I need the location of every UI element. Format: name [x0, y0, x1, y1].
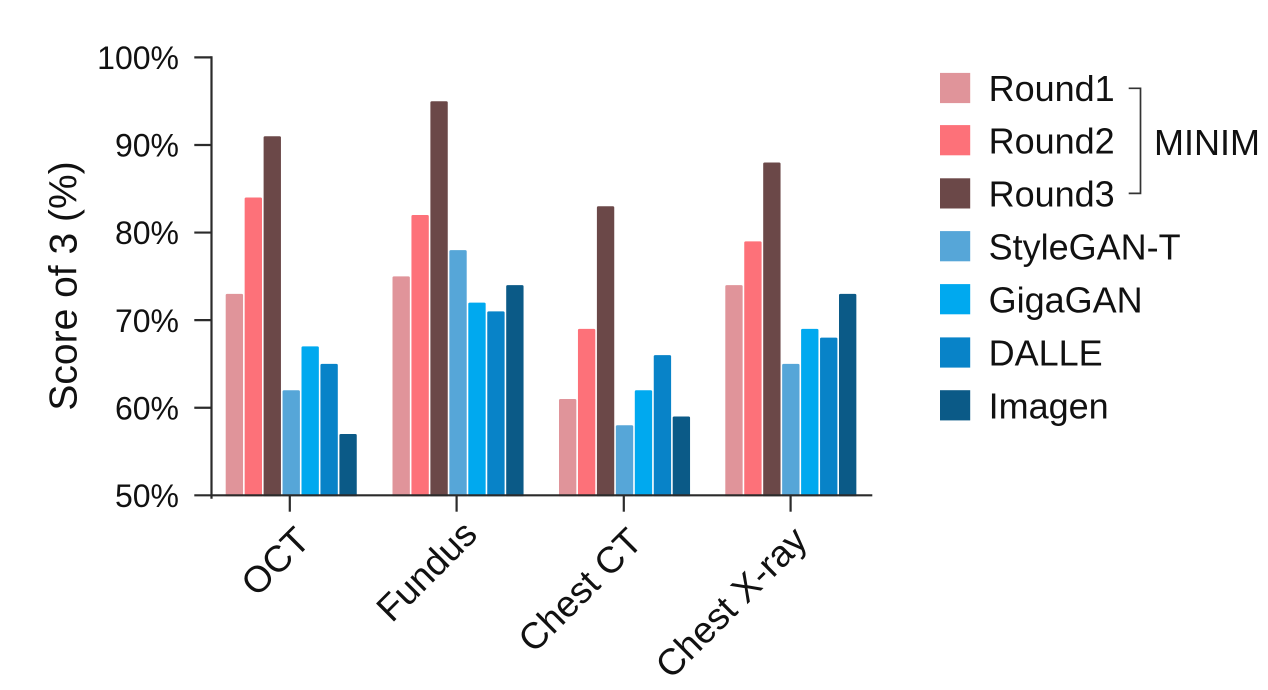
svg-text:GigaGAN: GigaGAN — [989, 279, 1143, 320]
svg-text:50%: 50% — [115, 478, 179, 514]
svg-text:90%: 90% — [115, 128, 179, 164]
svg-text:StyleGAN-T: StyleGAN-T — [989, 226, 1181, 267]
svg-text:70%: 70% — [115, 303, 179, 339]
svg-text:Round1: Round1 — [989, 68, 1115, 109]
svg-text:Round2: Round2 — [989, 120, 1115, 161]
svg-text:Imagen: Imagen — [989, 385, 1109, 426]
svg-text:Round3: Round3 — [989, 174, 1115, 215]
svg-text:80%: 80% — [115, 215, 179, 251]
svg-text:MINIM: MINIM — [1154, 122, 1260, 163]
svg-text:60%: 60% — [115, 390, 179, 426]
svg-text:Score of 3 (%): Score of 3 (%) — [43, 161, 86, 410]
svg-text:100%: 100% — [97, 40, 179, 76]
svg-text:DALLE: DALLE — [989, 333, 1103, 374]
